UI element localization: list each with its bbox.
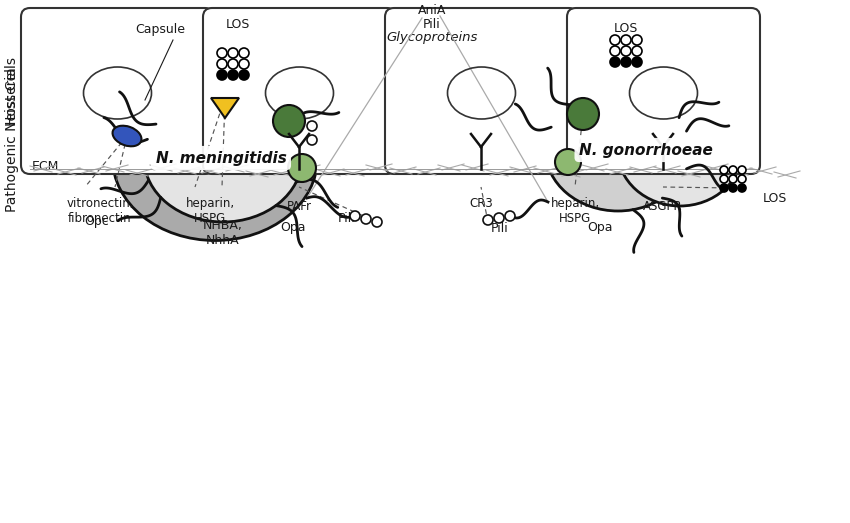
Circle shape	[738, 175, 746, 183]
Circle shape	[729, 184, 737, 192]
Circle shape	[720, 166, 728, 174]
Text: vitronectin,
fibronectin: vitronectin, fibronectin	[66, 197, 133, 225]
Ellipse shape	[546, 89, 690, 211]
Text: NHBA,
NhhA: NHBA, NhhA	[203, 219, 243, 247]
Circle shape	[632, 35, 642, 45]
Text: Opc: Opc	[85, 215, 110, 229]
Text: LOS: LOS	[226, 18, 250, 31]
Circle shape	[567, 98, 599, 130]
Polygon shape	[211, 98, 239, 118]
Circle shape	[621, 57, 631, 67]
Circle shape	[494, 213, 504, 223]
Circle shape	[632, 57, 642, 67]
Circle shape	[610, 35, 620, 45]
Circle shape	[307, 121, 317, 131]
Circle shape	[738, 184, 746, 192]
Text: LOS: LOS	[614, 21, 638, 35]
Circle shape	[217, 70, 227, 80]
Circle shape	[228, 70, 238, 80]
Circle shape	[621, 35, 631, 45]
Circle shape	[729, 175, 737, 183]
Text: Opa: Opa	[587, 222, 613, 234]
Text: Glycoproteins: Glycoproteins	[386, 31, 478, 44]
FancyBboxPatch shape	[21, 8, 214, 174]
Text: heparin,
HSPG: heparin, HSPG	[185, 197, 235, 225]
Ellipse shape	[144, 94, 302, 222]
Circle shape	[738, 166, 746, 174]
Ellipse shape	[112, 75, 318, 241]
Ellipse shape	[112, 126, 141, 146]
Text: Capsule: Capsule	[135, 24, 185, 37]
Circle shape	[217, 59, 227, 69]
Circle shape	[720, 175, 728, 183]
Circle shape	[273, 105, 305, 137]
Circle shape	[610, 57, 620, 67]
Circle shape	[239, 70, 249, 80]
Text: heparin,
HSPG: heparin, HSPG	[551, 197, 599, 225]
Ellipse shape	[617, 94, 743, 206]
Text: Pili: Pili	[338, 211, 356, 224]
Text: Pathogenic Neisseria: Pathogenic Neisseria	[5, 67, 19, 212]
Circle shape	[483, 215, 493, 225]
Circle shape	[720, 184, 728, 192]
Text: LOS: LOS	[763, 191, 787, 204]
Circle shape	[350, 211, 360, 221]
Text: Pili: Pili	[491, 222, 509, 234]
Text: Opa: Opa	[280, 222, 306, 234]
Circle shape	[632, 46, 642, 56]
Text: CR3: CR3	[469, 197, 493, 210]
Circle shape	[239, 59, 249, 69]
Circle shape	[610, 46, 620, 56]
Text: ECM: ECM	[32, 161, 60, 174]
Circle shape	[505, 211, 515, 221]
Circle shape	[217, 48, 227, 58]
Text: PAFr: PAFr	[286, 200, 311, 213]
Text: AniA: AniA	[418, 5, 446, 17]
Circle shape	[228, 59, 238, 69]
Circle shape	[372, 217, 382, 227]
FancyBboxPatch shape	[203, 8, 396, 174]
Circle shape	[621, 46, 631, 56]
Text: Pili: Pili	[423, 17, 441, 30]
Circle shape	[239, 48, 249, 58]
Circle shape	[228, 48, 238, 58]
Text: Host Cells: Host Cells	[5, 56, 19, 126]
FancyBboxPatch shape	[567, 8, 760, 174]
Circle shape	[361, 214, 371, 224]
Text: ASGPR: ASGPR	[643, 200, 683, 213]
FancyBboxPatch shape	[385, 8, 578, 174]
Circle shape	[555, 149, 581, 175]
Text: N. meningitidis: N. meningitidis	[156, 151, 286, 165]
Circle shape	[307, 135, 317, 145]
Circle shape	[729, 166, 737, 174]
Circle shape	[288, 154, 316, 182]
Text: N. gonorrhoeae: N. gonorrhoeae	[579, 142, 713, 157]
